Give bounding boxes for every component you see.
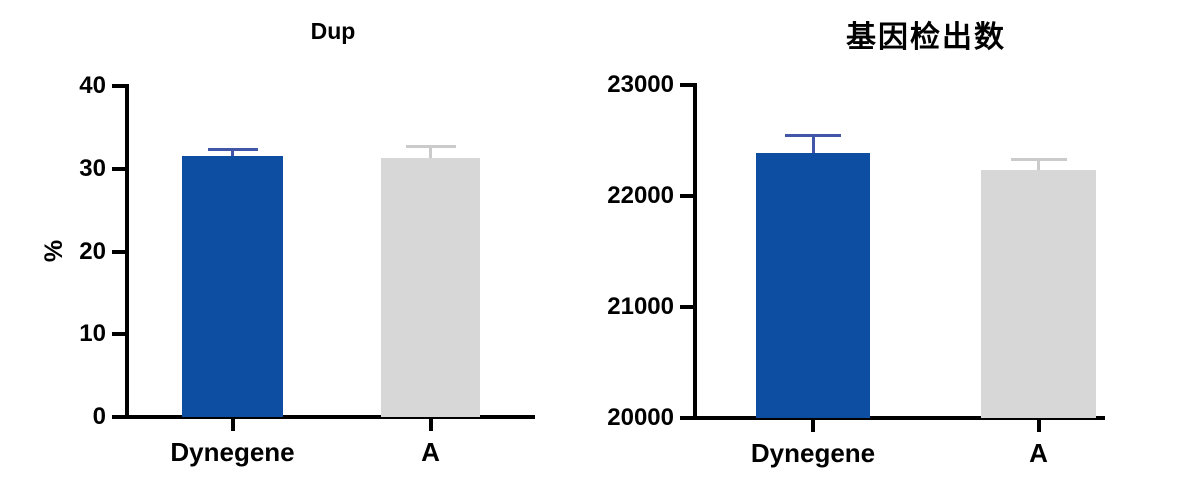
y-axis-tick-mark xyxy=(680,416,693,420)
x-axis-category-label: A xyxy=(1029,438,1048,468)
error-bar-cap xyxy=(1010,157,1067,161)
error-bar-stem xyxy=(429,145,432,158)
bar-a xyxy=(981,170,1096,418)
x-axis-category-label: Dynegene xyxy=(170,437,295,467)
error-bar-cap xyxy=(405,144,456,148)
y-axis-tick-mark xyxy=(112,84,125,88)
error-bar-stem xyxy=(811,134,815,153)
x-axis-tick-mark xyxy=(230,419,235,431)
y-axis-tick-label: 20000 xyxy=(607,404,674,431)
x-axis-line xyxy=(125,415,535,419)
error-bar-stem xyxy=(1037,158,1040,171)
y-axis-tick-mark xyxy=(680,305,693,309)
x-axis-line xyxy=(693,416,1105,420)
x-axis-tick-mark xyxy=(811,420,815,432)
y-axis-line xyxy=(125,84,129,419)
y-axis-tick-mark xyxy=(112,249,125,254)
y-axis-tick-mark xyxy=(680,83,693,87)
error-bar-cap xyxy=(207,147,258,151)
x-axis-category-label: A xyxy=(421,437,440,467)
error-bar-cap xyxy=(785,133,841,137)
y-axis-tick-mark xyxy=(112,166,125,171)
y-axis-tick-mark xyxy=(112,332,125,337)
x-axis-tick-mark xyxy=(428,419,433,431)
y-axis-tick-mark xyxy=(680,194,693,198)
bar-dynegene xyxy=(756,152,870,418)
bar-dynegene xyxy=(182,156,283,417)
y-axis-tick-label: 30 xyxy=(79,154,106,182)
chart-title: 基因检出数 xyxy=(846,21,1006,54)
error-bar-stem xyxy=(231,148,234,157)
x-axis-category-label: Dynegene xyxy=(750,438,876,468)
plot-area: 20000 21000 22000 23000 Dynegene A xyxy=(607,71,1105,468)
y-axis-tick-label: 22000 xyxy=(607,182,674,209)
y-axis-tick-label: 21000 xyxy=(607,293,674,320)
y-axis-tick-mark xyxy=(112,415,125,419)
chart-title: Dup xyxy=(310,18,356,44)
y-axis-tick-label: 40 xyxy=(79,72,106,99)
y-axis-line xyxy=(693,83,697,420)
plot-area: 0 10 20 30 40 Dynegene A xyxy=(79,72,535,467)
y-axis-tick-label: 23000 xyxy=(607,71,674,98)
y-axis-tick-label: 0 xyxy=(92,403,106,430)
x-axis-tick-mark xyxy=(1036,420,1041,432)
bar-a xyxy=(381,158,480,417)
y-axis-tick-label: 20 xyxy=(79,237,106,265)
y-axis-tick-label: 10 xyxy=(79,320,106,348)
